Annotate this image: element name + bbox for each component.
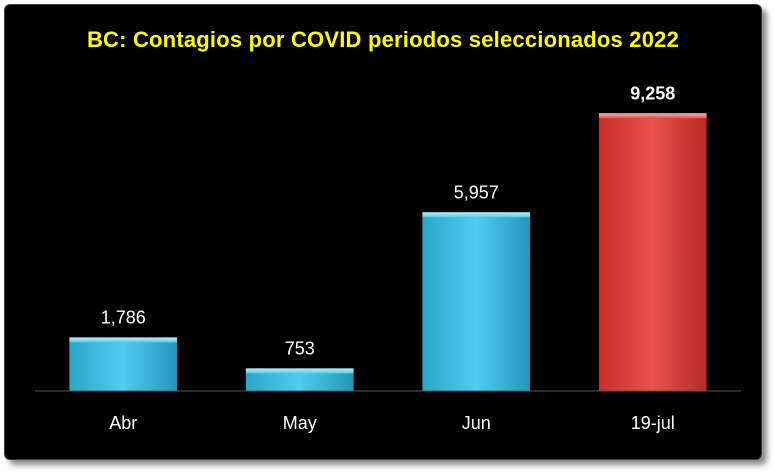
bar-body bbox=[422, 212, 531, 391]
bar-chart-plot: 1,786 Abr 753 May 5,957 Jun 9,258 19-jul bbox=[35, 83, 741, 433]
x-tick-label: 19-jul bbox=[631, 413, 675, 433]
data-label: 1,786 bbox=[101, 307, 146, 327]
bar-19-jul bbox=[598, 113, 707, 391]
bar-jun bbox=[422, 212, 531, 391]
bar-may bbox=[245, 368, 354, 391]
data-label: 753 bbox=[285, 338, 315, 358]
chart-frame: BC: Contagios por COVID periodos selecci… bbox=[4, 4, 762, 460]
bar-body bbox=[69, 337, 178, 391]
bar-abr bbox=[69, 337, 178, 391]
x-tick-label: Jun bbox=[462, 413, 491, 433]
data-label: 5,957 bbox=[454, 182, 499, 202]
data-label: 9,258 bbox=[630, 83, 675, 103]
x-tick-label: Abr bbox=[109, 413, 137, 433]
bar-highlight bbox=[422, 212, 531, 218]
x-tick-label: May bbox=[283, 413, 317, 433]
bar-highlight bbox=[598, 113, 707, 119]
bar-body bbox=[598, 113, 707, 391]
bar-highlight bbox=[69, 337, 178, 343]
bar-highlight bbox=[245, 368, 354, 374]
bar-body bbox=[245, 368, 354, 391]
chart-title: BC: Contagios por COVID periodos selecci… bbox=[86, 27, 680, 52]
